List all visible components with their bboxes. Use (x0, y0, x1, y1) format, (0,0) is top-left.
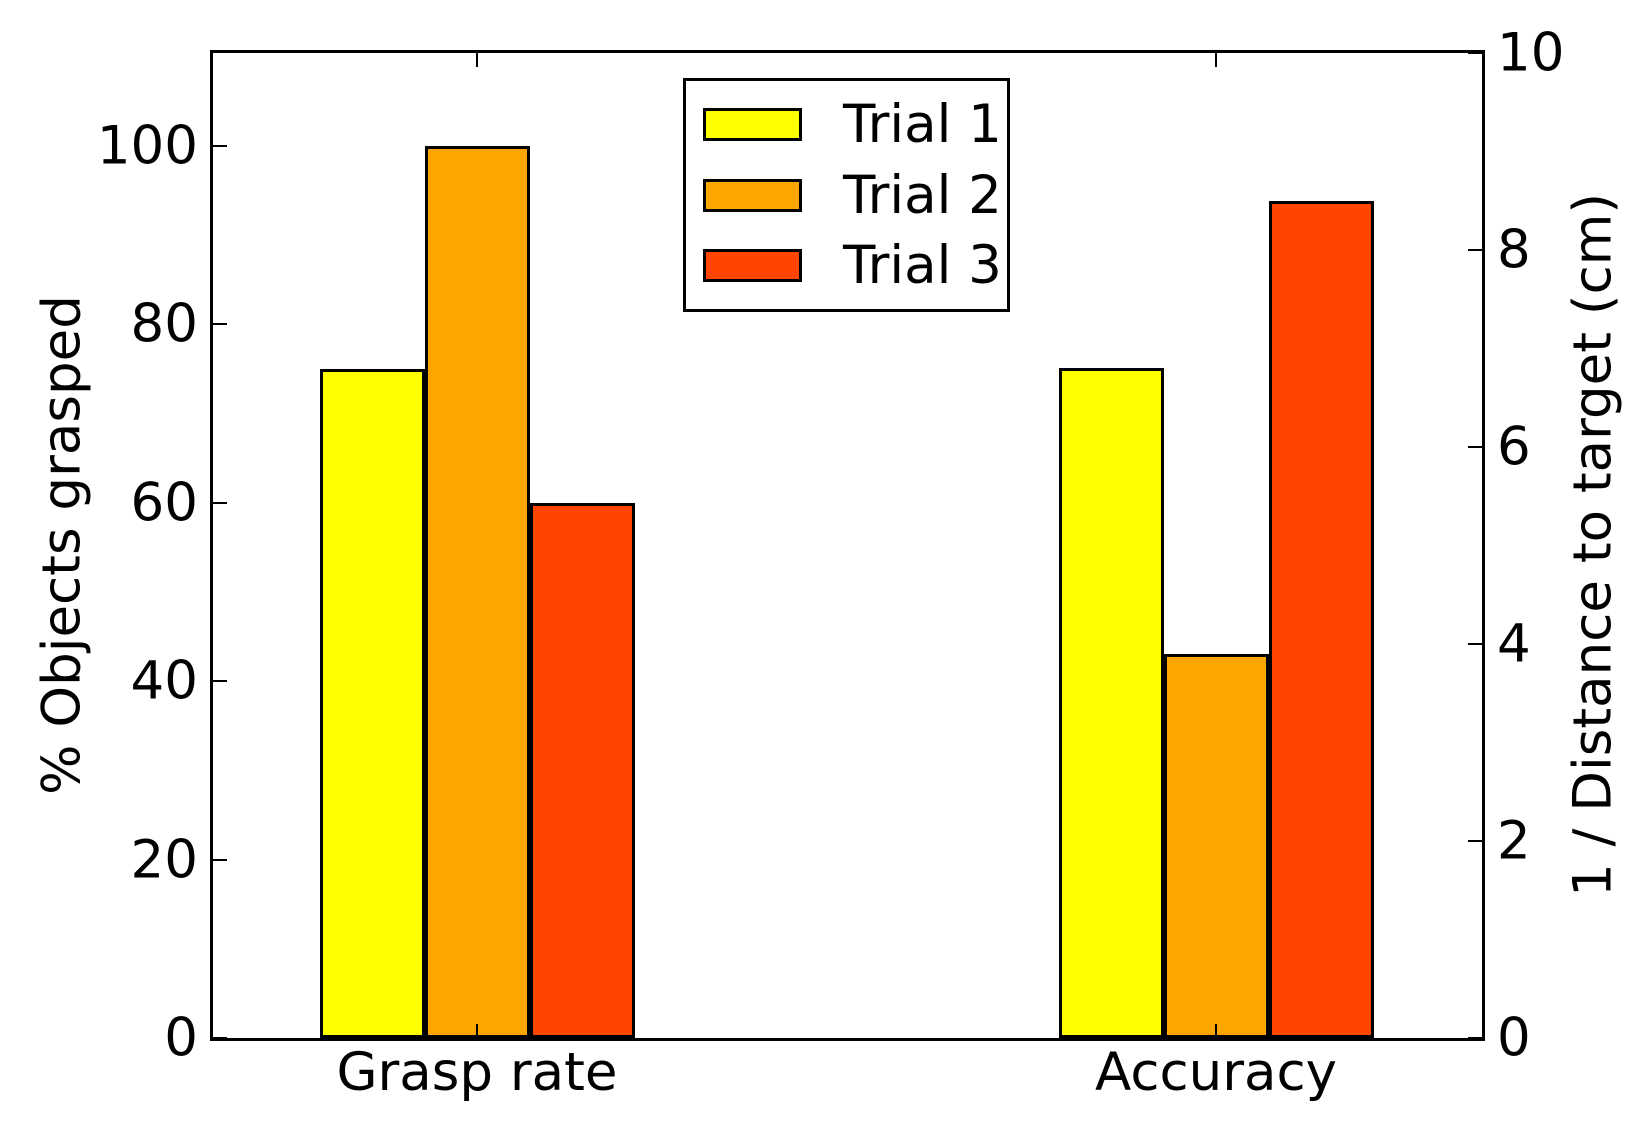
legend-item-trial-3: Trial 3 (703, 239, 1007, 292)
y-axis-left-tick-label: 60 (130, 472, 198, 534)
y-axis-right-tick-label: 8 (1497, 219, 1531, 281)
y-axis-left-tick-label: 20 (130, 829, 198, 891)
bar-trial-1-accuracy (1058, 368, 1164, 1038)
x-category-label-accuracy: Accuracy (1095, 1042, 1337, 1103)
y-axis-right-tick (1468, 840, 1482, 842)
y-axis-right-tick-label: 2 (1497, 810, 1531, 872)
legend-item-trial-2: Trial 2 (703, 169, 1007, 222)
bar-trial-1-grasp-rate (319, 368, 425, 1038)
legend-label-trial-3: Trial 3 (843, 234, 1002, 296)
bar-trial-3-grasp-rate (529, 502, 635, 1038)
x-axis-tick-bottom (1215, 1024, 1217, 1038)
x-axis-tick-top (476, 53, 478, 67)
y-axis-right-tick (1468, 52, 1482, 54)
x-axis-tick-bottom (476, 1024, 478, 1038)
y-axis-left-tick-label: 80 (130, 293, 198, 355)
legend-label-trial-2: Trial 2 (843, 164, 1002, 226)
bar-trial-2-grasp-rate (424, 145, 530, 1038)
y-axis-right-tick-label: 6 (1497, 416, 1531, 478)
y-axis-right-tick-label: 10 (1497, 22, 1565, 84)
x-category-label-grasp-rate: Grasp rate (336, 1042, 618, 1103)
y-axis-right-tick (1468, 643, 1482, 645)
y-axis-left-tick-label: 100 (96, 115, 198, 177)
y-axis-left-tick (213, 144, 227, 147)
y-axis-left-tick (213, 1037, 227, 1039)
bar-trial-3-accuracy (1268, 200, 1374, 1038)
y-axis-right-tick (1468, 446, 1482, 448)
y-axis-right-tick (1468, 1037, 1482, 1039)
y-axis-right-tick (1468, 249, 1482, 251)
legend-item-trial-1: Trial 1 (703, 98, 1007, 151)
y-axis-left-tick (213, 858, 227, 861)
left-axis-title: % Objects grasped (31, 295, 93, 795)
y-axis-left-tick-label: 0 (164, 1007, 198, 1069)
y-axis-left-tick (213, 680, 227, 683)
trial-1-swatch (703, 108, 802, 142)
y-axis-left-tick (213, 323, 227, 326)
legend-label-trial-1: Trial 1 (843, 94, 1002, 156)
y-axis-left-tick-label: 40 (130, 650, 198, 712)
bar-trial-2-accuracy (1163, 653, 1269, 1038)
y-axis-right-tick-label: 4 (1497, 613, 1531, 675)
right-axis-title: 1 / Distance to target (cm) (1562, 192, 1624, 898)
x-axis-tick-top (1215, 53, 1217, 67)
trial-2-swatch (703, 178, 802, 212)
trial-3-swatch (703, 248, 802, 282)
y-axis-left-tick (213, 501, 227, 504)
y-axis-right-tick-label: 0 (1497, 1007, 1531, 1069)
legend: Trial 1 Trial 2 Trial 3 (683, 78, 1010, 312)
